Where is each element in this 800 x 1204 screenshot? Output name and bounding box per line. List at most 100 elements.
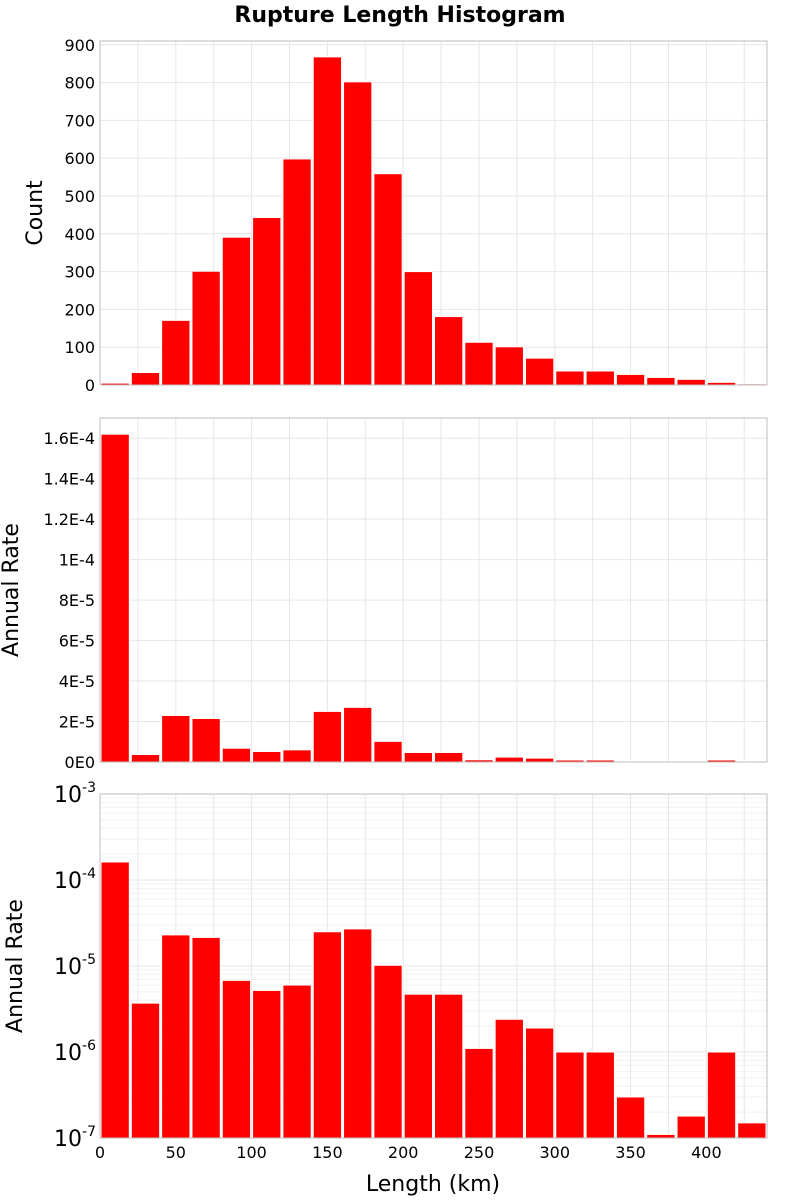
panel-2-y-axis-label: Annual Rate: [0, 523, 24, 657]
histogram-bar: [344, 82, 372, 385]
y-tick-exponent: -4: [82, 866, 96, 882]
y-tick-label: 600: [64, 149, 95, 168]
panel-2-y-ticks: 0E02E-54E-56E-58E-51E-41.2E-41.4E-41.6E-…: [43, 429, 95, 772]
histogram-bar: [344, 707, 372, 762]
histogram-bar: [495, 1019, 523, 1138]
histogram-bar: [707, 1052, 735, 1138]
x-tick-label: 250: [464, 1143, 495, 1162]
histogram-bar: [495, 757, 523, 762]
histogram-bar: [253, 751, 281, 762]
histogram-bar: [313, 57, 341, 385]
x-tick-label: 100: [236, 1143, 267, 1162]
histogram-bar: [525, 1028, 553, 1138]
y-tick-exponent: -5: [82, 952, 96, 968]
histogram-bar: [192, 271, 220, 385]
y-tick-label: 500: [64, 187, 95, 206]
x-tick-label: 350: [615, 1143, 646, 1162]
y-tick-base: 10: [54, 869, 82, 894]
histogram-bar: [313, 932, 341, 1138]
y-tick-label: 1.4E-4: [43, 470, 95, 489]
histogram-bar: [647, 1134, 675, 1138]
panel-2-grid: [100, 418, 767, 762]
histogram-bar: [131, 755, 159, 762]
y-tick-label: 100: [64, 338, 95, 357]
histogram-bar: [101, 434, 129, 762]
y-tick-base: 10: [54, 1041, 82, 1066]
x-tick-label: 0: [95, 1143, 105, 1162]
histogram-bar: [616, 374, 644, 385]
histogram-bar: [253, 218, 281, 385]
y-tick-label: 400: [64, 225, 95, 244]
y-tick-label: 6E-5: [59, 632, 95, 651]
x-tick-label: 200: [388, 1143, 419, 1162]
panel-2-frame: [100, 418, 767, 762]
x-tick-label: 150: [312, 1143, 343, 1162]
x-tick-label: 50: [166, 1143, 186, 1162]
histogram-bar: [162, 320, 190, 385]
histogram-bar: [738, 1123, 766, 1138]
histogram-bar: [192, 937, 220, 1138]
histogram-bar: [616, 1097, 644, 1138]
y-tick-base: 10: [54, 1127, 82, 1152]
y-tick-label: 2E-5: [59, 713, 95, 732]
histogram-bar: [283, 159, 311, 385]
histogram-bar: [283, 750, 311, 762]
histogram-bar: [374, 741, 402, 762]
histogram-bar: [222, 980, 250, 1138]
x-ticks: 0 50 100 150 200 250 300 350 400: [95, 1143, 722, 1162]
histogram-bar: [677, 1116, 705, 1138]
histogram-bar: [162, 715, 190, 762]
histogram-bar: [435, 994, 463, 1138]
histogram-bar: [556, 1052, 584, 1138]
histogram-bar: [162, 935, 190, 1138]
y-tick-label: 800: [64, 74, 95, 93]
histogram-bar: [101, 862, 129, 1138]
y-tick-base: 10: [54, 783, 82, 808]
y-tick-label: 10-7: [54, 1124, 96, 1152]
panel-2-bars: [101, 434, 766, 762]
chart-title: Rupture Length Histogram: [234, 3, 565, 28]
y-tick-label: 10-6: [54, 1038, 96, 1066]
y-tick-label: 10-4: [54, 866, 96, 894]
panels-layer: 0100200300400500600700800900Count0E02E-5…: [0, 36, 767, 1162]
histogram-bar: [192, 718, 220, 762]
histogram-bar: [374, 965, 402, 1138]
histogram-bar: [374, 174, 402, 385]
histogram-bar: [344, 929, 372, 1138]
y-tick-base: 10: [54, 955, 82, 980]
panel-1-y-axis-label: Count: [23, 180, 48, 246]
histogram-bar: [465, 1048, 493, 1138]
histogram-bar: [131, 373, 159, 385]
histogram-bar: [435, 752, 463, 762]
histogram-bar: [647, 377, 675, 385]
histogram-bar: [556, 371, 584, 385]
histogram-bar: [525, 758, 553, 762]
histogram-bar: [435, 317, 463, 385]
histogram-bar: [222, 748, 250, 762]
y-tick-label: 900: [64, 36, 95, 55]
y-tick-label: 8E-5: [59, 591, 95, 610]
y-tick-label: 200: [64, 300, 95, 319]
y-tick-label: 1.6E-4: [43, 429, 95, 448]
x-tick-label: 400: [691, 1143, 722, 1162]
histogram-bar: [677, 379, 705, 385]
histogram-bar: [586, 371, 614, 385]
histogram-bar: [131, 1003, 159, 1138]
panel-3-y-axis-label: Annual Rate: [3, 899, 28, 1033]
y-tick-label: 4E-5: [59, 672, 95, 691]
y-tick-exponent: -6: [82, 1038, 96, 1054]
histogram-bar: [465, 342, 493, 385]
histogram-bar: [222, 237, 250, 385]
x-tick-label: 300: [539, 1143, 570, 1162]
histogram-bar: [586, 1052, 614, 1138]
histogram-bar: [253, 990, 281, 1138]
histogram-bar: [404, 272, 432, 385]
panel-3-y-ticks: 10-710-610-510-410-3: [54, 780, 96, 1152]
histogram-bar: [283, 985, 311, 1138]
y-tick-label: 10-5: [54, 952, 96, 980]
